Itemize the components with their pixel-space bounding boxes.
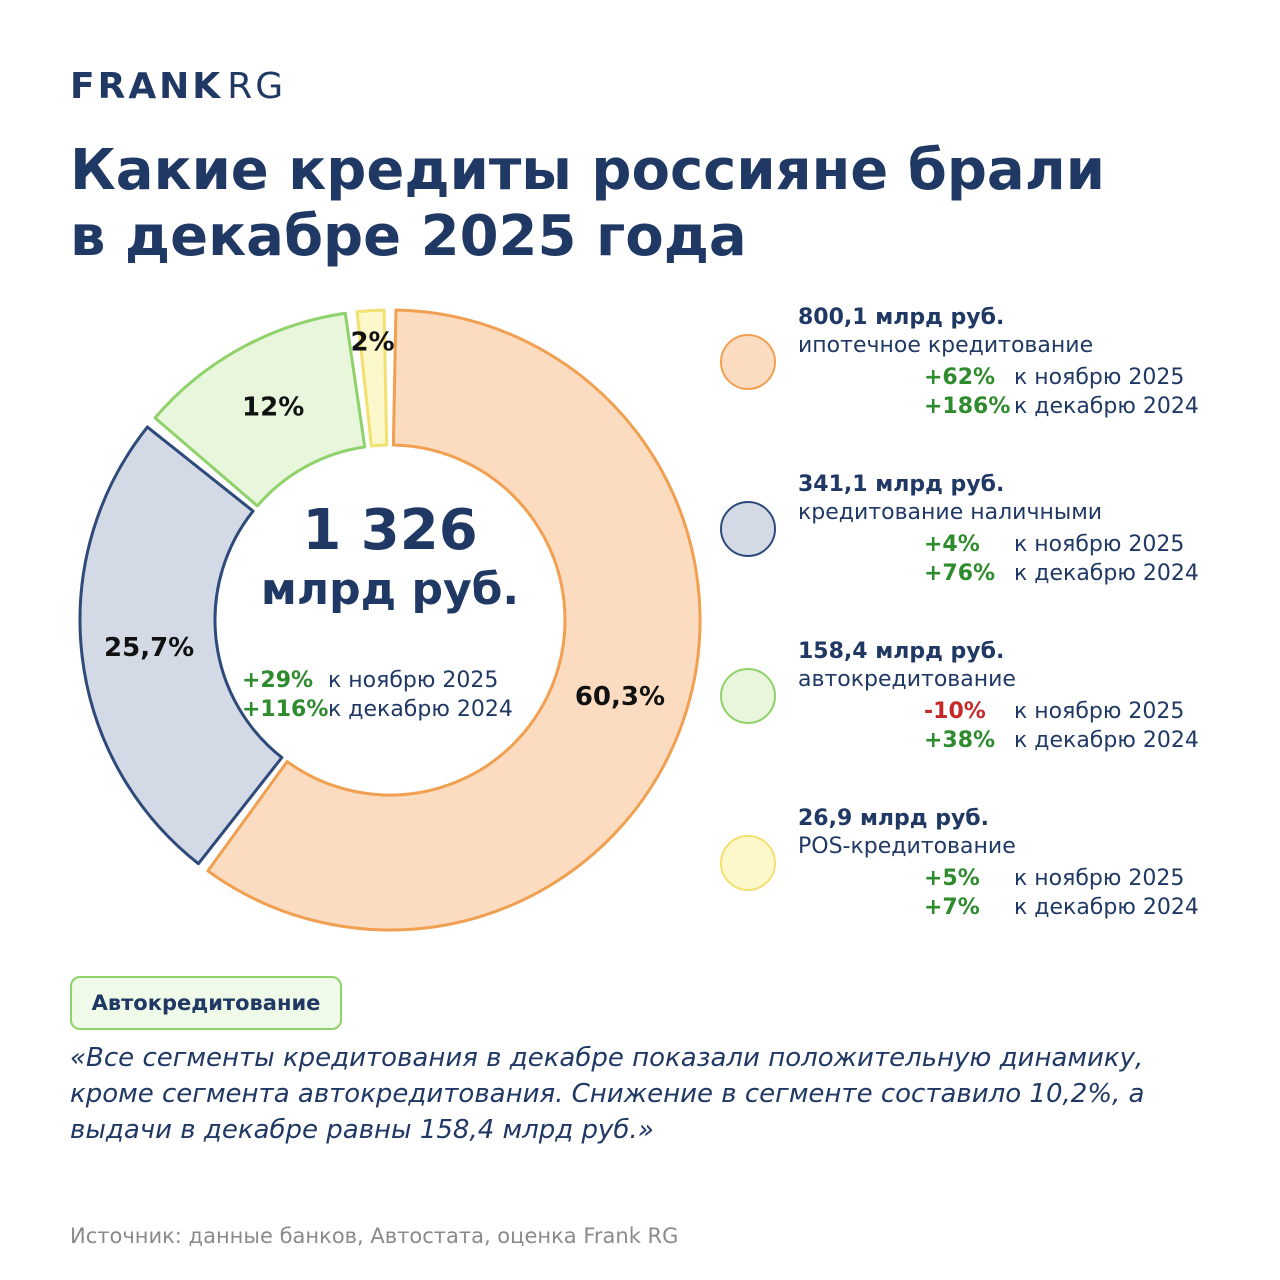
- legend-swatch: [720, 668, 776, 724]
- legend-change-row: +4% к ноябрю 2025: [924, 530, 1199, 559]
- legend-swatch: [720, 501, 776, 557]
- legend-item: 158,4 млрд руб. автокредитование -10% к ноя…: [718, 638, 1238, 758]
- legend-amount: 158,4 млрд руб.: [798, 639, 1005, 664]
- legend-changes: +62% к ноябрю 2025 +186% к декабрю 2024: [924, 363, 1199, 421]
- center-unit: млрд руб.: [260, 564, 520, 615]
- change-value: +116%: [242, 697, 329, 722]
- center-change-row: +29% к ноябрю 2025: [242, 666, 513, 695]
- change-value: +29%: [242, 668, 314, 693]
- legend-category: ипотечное кредитование: [798, 333, 1094, 358]
- change-label: к ноябрю 2025: [1014, 532, 1185, 557]
- center-change-row: +116% к декабрю 2024: [242, 695, 513, 724]
- slice-label-2: 25,7%: [104, 633, 194, 663]
- legend-changes: -10% к ноябрю 2025 +38% к декабрю 2024: [924, 697, 1199, 755]
- slice-label-1: 60,3%: [575, 682, 665, 712]
- legend-amount: 26,9 млрд руб.: [798, 806, 990, 831]
- change-label: к ноябрю 2025: [1014, 866, 1185, 891]
- change-value: +5%: [924, 866, 980, 891]
- legend-swatch: [720, 835, 776, 891]
- legend-item: 26,9 млрд руб. POS-кредитование +5% к ноябр…: [718, 805, 1238, 925]
- legend-category: POS-кредитование: [798, 834, 1016, 859]
- legend-amount: 800,1 млрд руб.: [798, 305, 1005, 330]
- legend-category: кредитование наличными: [798, 500, 1103, 525]
- chart-center: 1 326 млрд руб.: [230, 500, 550, 618]
- change-label: к ноябрю 2025: [1014, 365, 1185, 390]
- legend-change-row: +62% к ноябрю 2025: [924, 363, 1199, 392]
- change-value: +7%: [924, 895, 980, 920]
- legend-category: автокредитование: [798, 667, 1016, 692]
- change-label: к декабрю 2024: [1014, 561, 1199, 586]
- change-label: к декабрю 2024: [328, 697, 513, 722]
- change-value: +38%: [924, 728, 996, 753]
- change-label: к ноябрю 2025: [1014, 699, 1185, 724]
- change-value: -10%: [924, 699, 986, 724]
- slice-1: [206, 308, 702, 932]
- slice-4: [355, 308, 389, 448]
- slice-label-4: 2%: [350, 328, 394, 358]
- change-label: к декабрю 2024: [1014, 728, 1199, 753]
- legend-changes: +4% к ноябрю 2025 +76% к декабрю 2024: [924, 530, 1199, 588]
- change-label: к ноябрю 2025: [328, 668, 499, 693]
- legend-changes: +5% к ноябрю 2025 +7% к декабрю 2024: [924, 864, 1199, 922]
- page-title: Какие кредиты россияне брали в декабре 2…: [70, 138, 1170, 270]
- category-badge: Автокредитование: [70, 976, 342, 1030]
- quote-text: «Все сегменты кредитования в декабре пок…: [70, 1043, 1145, 1145]
- brand-suffix: RG: [227, 66, 287, 107]
- change-value: +62%: [924, 365, 996, 390]
- brand-name: FRANK: [70, 66, 224, 107]
- legend-item: 800,1 млрд руб. ипотечное кредитование +62…: [718, 304, 1238, 424]
- center-total: 1 326: [302, 498, 478, 563]
- legend-amount: 341,1 млрд руб.: [798, 472, 1005, 497]
- slice-3: [153, 311, 367, 508]
- change-value: +4%: [924, 532, 980, 557]
- legend-change-row: +38% к декабрю 2024: [924, 726, 1199, 755]
- legend-change-row: +76% к декабрю 2024: [924, 559, 1199, 588]
- change-value: +186%: [924, 394, 1011, 419]
- change-label: к декабрю 2024: [1014, 394, 1199, 419]
- change-value: +76%: [924, 561, 996, 586]
- legend-change-row: +5% к ноябрю 2025: [924, 864, 1199, 893]
- legend-change-row: +186% к декабрю 2024: [924, 392, 1199, 421]
- brand-logo: FRANK RG: [70, 66, 286, 107]
- slice-2: [78, 425, 284, 866]
- change-label: к декабрю 2024: [1014, 895, 1199, 920]
- title-line-1: Какие кредиты россияне брали: [70, 138, 1105, 203]
- legend-swatch: [720, 334, 776, 390]
- legend-item: 341,1 млрд руб. кредитование наличными +4%…: [718, 471, 1238, 591]
- slice-label-3: 12%: [242, 392, 304, 422]
- donut-chart: 60,3% 25,7% 12% 2%: [78, 308, 702, 932]
- source-note: Источник: данные банков, Автостата, оцен…: [70, 1224, 679, 1248]
- legend-change-row: -10% к ноябрю 2025: [924, 697, 1199, 726]
- legend-change-row: +7% к декабрю 2024: [924, 893, 1199, 922]
- title-line-2: в декабре 2025 года: [70, 204, 747, 269]
- center-changes: +29% к ноябрю 2025 +116% к декабрю 2024: [242, 666, 513, 724]
